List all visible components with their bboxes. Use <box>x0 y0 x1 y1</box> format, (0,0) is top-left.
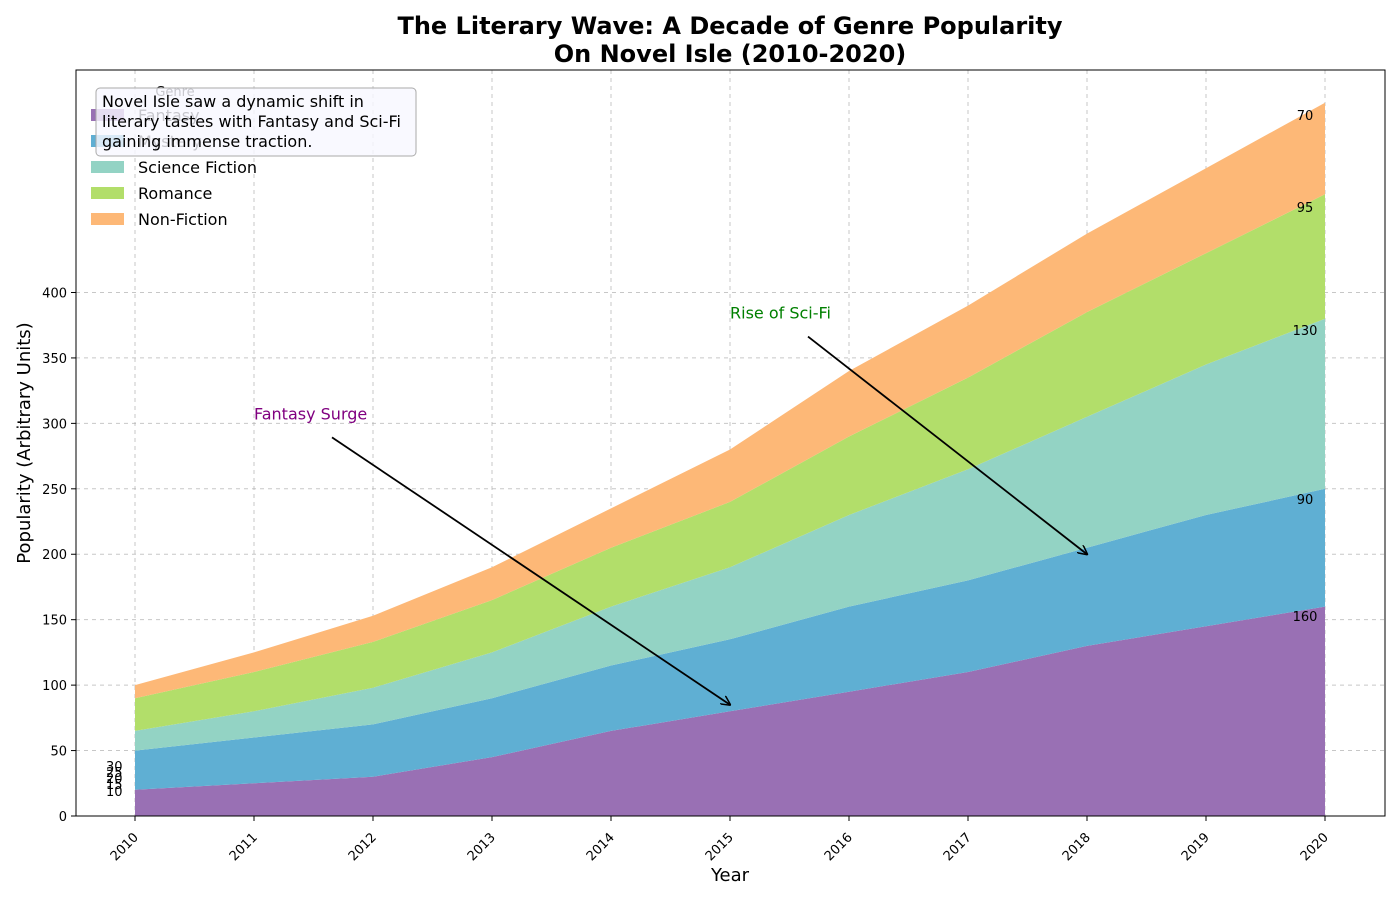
annotation-label: Fantasy Surge <box>254 404 367 423</box>
chart-title-line1: The Literary Wave: A Decade of Genre Pop… <box>397 12 1062 40</box>
annotation-arrow <box>807 335 1087 555</box>
y-tick-label: 150 <box>42 614 67 629</box>
y-tick-label: 200 <box>42 548 67 563</box>
y-axis-ticks: 0 50 100 150 200 250 300 350 400 <box>42 286 76 825</box>
y-tick-label: 50 <box>50 745 67 760</box>
start-value-label: 20 <box>106 772 123 787</box>
x-tick-label: 2016 <box>822 830 856 864</box>
x-tick-label: 2018 <box>1060 830 1094 864</box>
chart-title-line2: On Novel Isle (2010-2020) <box>554 40 907 68</box>
annotation-arrow <box>331 436 730 704</box>
start-value-label: 30 <box>106 760 123 775</box>
end-value-label: 70 <box>1297 109 1314 124</box>
y-axis-label: Popularity (Arbitrary Units) <box>14 322 35 563</box>
x-tick-label: 2013 <box>465 830 499 864</box>
area-romance <box>135 194 1325 731</box>
legend-label-non-fiction: Non-Fiction <box>138 210 228 229</box>
y-tick-label: 350 <box>42 352 67 367</box>
x-tick-label: 2014 <box>584 830 618 864</box>
x-tick-label: 2020 <box>1298 830 1332 864</box>
y-tick-label: 300 <box>42 417 67 432</box>
x-tick-label: 2015 <box>703 830 737 864</box>
area-layer <box>135 102 1325 816</box>
note-line-1: Novel Isle saw a dynamic shift in <box>102 92 364 111</box>
y-tick-label: 0 <box>59 810 67 825</box>
note-line-2: literary tastes with Fantasy and Sci-Fi <box>102 112 401 131</box>
start-value-label: 25 <box>106 766 123 781</box>
note-line-3: gaining immense traction. <box>102 132 312 151</box>
annotation-label: Rise of Sci-Fi <box>730 304 831 323</box>
legend-swatch-science-fiction <box>91 161 124 173</box>
area-science-fiction <box>135 318 1325 751</box>
x-tick-label: 2011 <box>227 830 261 864</box>
note-box: Novel Isle saw a dynamic shift in litera… <box>95 87 417 157</box>
start-value-label: 15 <box>106 778 123 793</box>
end-value-label: 130 <box>1293 324 1318 339</box>
end-value-label: 95 <box>1297 201 1314 216</box>
y-tick-label: 250 <box>42 483 67 498</box>
y-tick-label: 400 <box>42 286 67 301</box>
annotation-layer: Fantasy Surge Rise of Sci-Fi <box>254 304 1087 705</box>
start-value-label: 10 <box>106 785 123 800</box>
end-value-label: 160 <box>1293 610 1318 625</box>
legend-swatch-non-fiction <box>91 213 124 225</box>
x-tick-label: 2017 <box>941 830 975 864</box>
x-tick-label: 2010 <box>108 830 142 864</box>
note-box-frame <box>95 87 417 157</box>
end-value-label: 90 <box>1297 493 1314 508</box>
x-tick-label: 2019 <box>1179 830 1213 864</box>
x-tick-label: 2012 <box>346 830 380 864</box>
legend-swatch-romance <box>91 187 124 199</box>
legend-label-romance: Romance <box>138 184 212 203</box>
legend-label-science-fiction: Science Fiction <box>138 158 257 177</box>
y-tick-label: 100 <box>42 679 67 694</box>
x-axis-label: Year <box>710 865 750 886</box>
x-axis-ticks: 2010 2011 2012 2013 2014 2015 2016 2017 2018 2019… <box>108 816 1332 864</box>
